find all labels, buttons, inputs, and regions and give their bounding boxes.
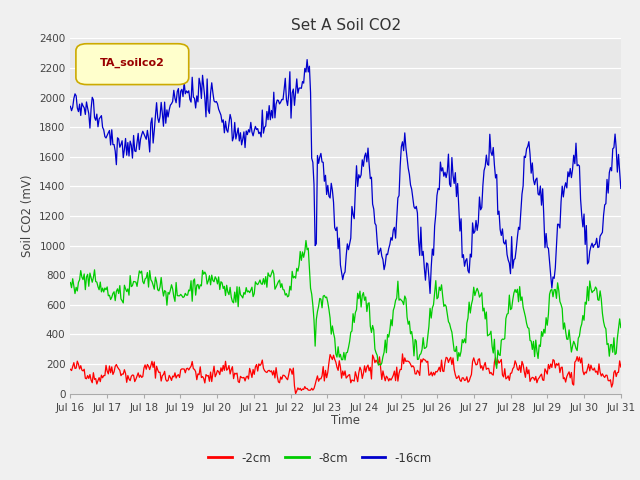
Y-axis label: Soil CO2 (mV): Soil CO2 (mV) (20, 175, 34, 257)
Legend: -2cm, -8cm, -16cm: -2cm, -8cm, -16cm (204, 447, 436, 469)
X-axis label: Time: Time (331, 414, 360, 427)
Text: TA_soilco2: TA_soilco2 (100, 58, 165, 68)
FancyBboxPatch shape (76, 44, 189, 84)
Title: Set A Soil CO2: Set A Soil CO2 (291, 18, 401, 33)
